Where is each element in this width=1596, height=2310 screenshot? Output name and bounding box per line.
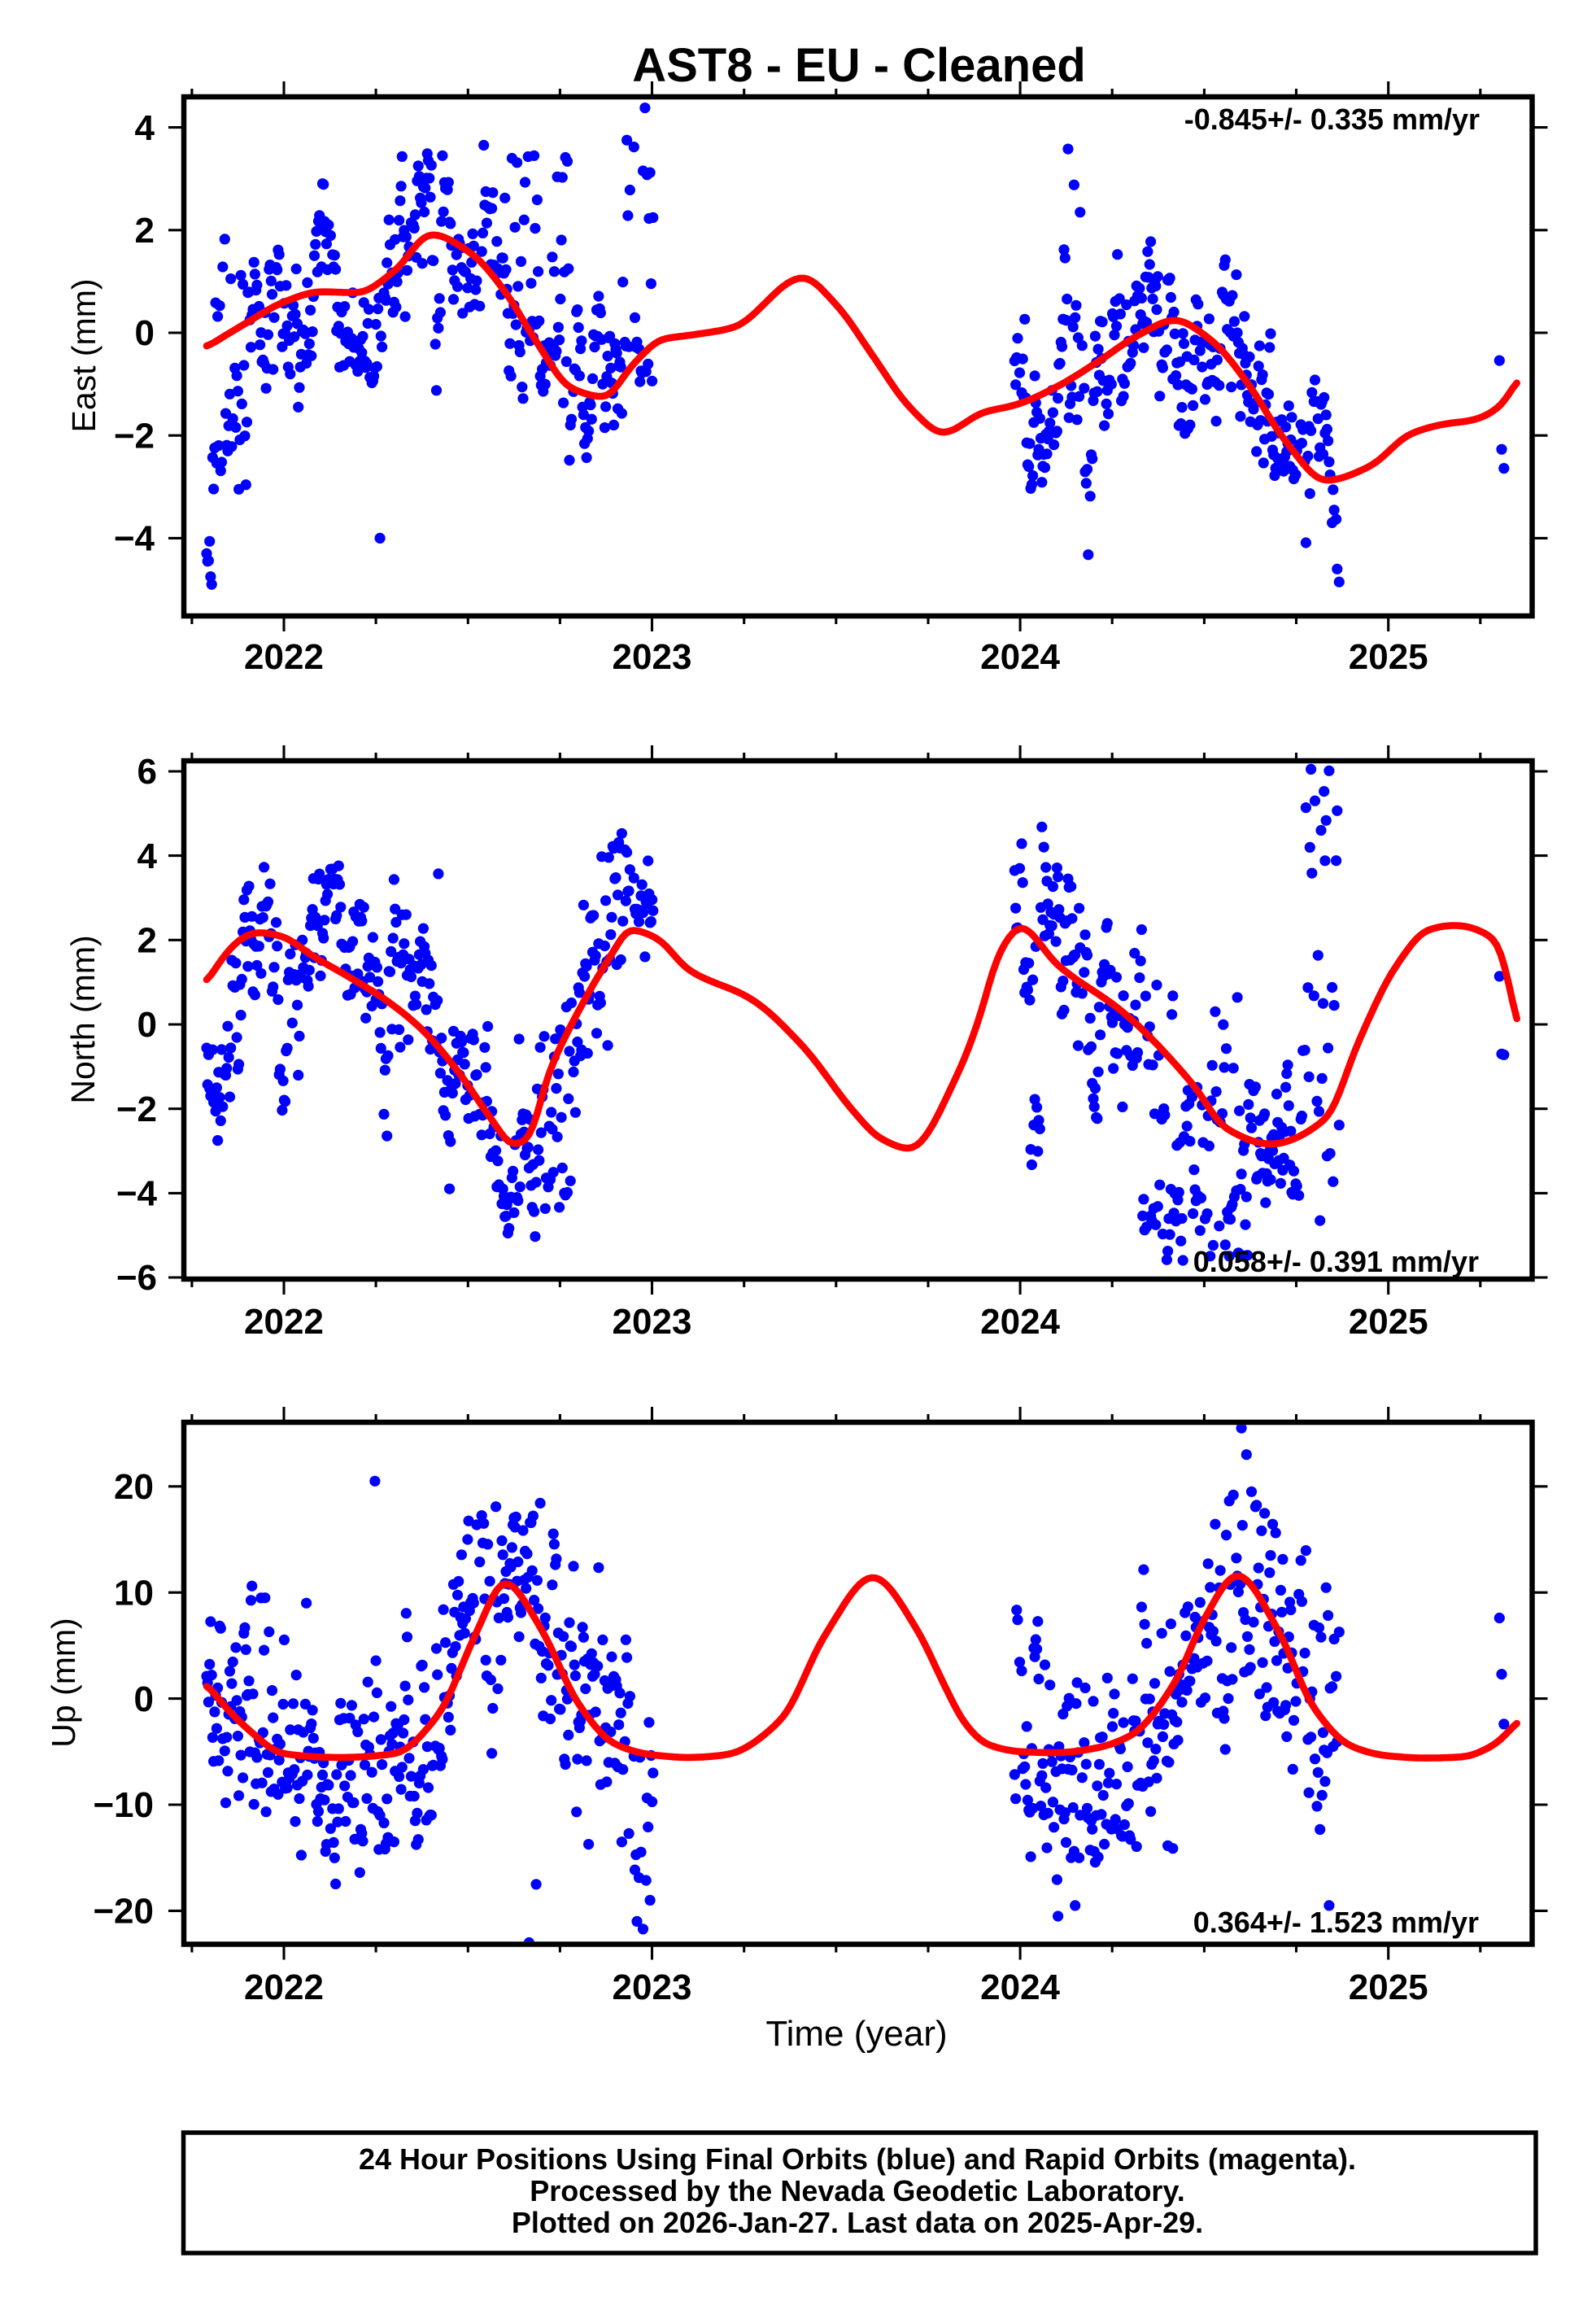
svg-text:North (mm): North (mm) [64, 935, 102, 1103]
svg-text:−20: −20 [93, 1892, 154, 1932]
svg-text:2022: 2022 [244, 1967, 324, 2007]
svg-text:AST8 - EU - Cleaned: AST8 - EU - Cleaned [632, 39, 1086, 92]
svg-text:6: 6 [137, 752, 157, 792]
svg-text:2025: 2025 [1349, 637, 1428, 677]
svg-text:0.364+/- 1.523 mm/yr: 0.364+/- 1.523 mm/yr [1193, 1906, 1479, 1939]
svg-text:2: 2 [137, 921, 157, 961]
svg-text:2023: 2023 [613, 1967, 692, 2007]
svg-text:2022: 2022 [244, 637, 324, 677]
svg-text:0.058+/- 0.391 mm/yr: 0.058+/- 0.391 mm/yr [1193, 1245, 1479, 1278]
svg-text:-0.845+/- 0.335 mm/yr: -0.845+/- 0.335 mm/yr [1184, 103, 1480, 136]
svg-text:0: 0 [137, 1005, 157, 1045]
svg-text:−6: −6 [116, 1258, 157, 1298]
svg-text:24 Hour Positions Using Final: 24 Hour Positions Using Final Orbits (bl… [359, 2142, 1356, 2176]
svg-text:2024: 2024 [980, 1302, 1060, 1342]
svg-text:4: 4 [135, 108, 155, 148]
svg-text:Time (year): Time (year) [765, 2014, 947, 2054]
svg-text:2025: 2025 [1349, 1967, 1428, 2007]
svg-text:2023: 2023 [613, 1302, 692, 1342]
svg-text:Plotted on 2026-Jan-27. Last d: Plotted on 2026-Jan-27. Last data on 202… [512, 2206, 1203, 2239]
svg-text:−10: −10 [93, 1785, 154, 1825]
svg-text:20: 20 [114, 1467, 154, 1507]
svg-text:Up (mm): Up (mm) [45, 1618, 82, 1747]
svg-text:10: 10 [114, 1573, 154, 1613]
svg-text:2022: 2022 [244, 1302, 324, 1342]
svg-text:−2: −2 [116, 1089, 157, 1129]
svg-text:4: 4 [137, 836, 158, 876]
svg-text:0: 0 [135, 313, 155, 353]
svg-text:East (mm): East (mm) [65, 278, 102, 432]
svg-text:−4: −4 [114, 519, 155, 559]
svg-text:Processed by the Nevada Geodet: Processed by the Nevada Geodetic Laborat… [530, 2174, 1185, 2207]
svg-text:2023: 2023 [613, 637, 692, 677]
svg-text:−4: −4 [116, 1174, 158, 1214]
svg-text:0: 0 [134, 1679, 154, 1719]
svg-text:2024: 2024 [980, 637, 1060, 677]
svg-text:2: 2 [135, 211, 155, 251]
svg-text:−2: −2 [114, 416, 155, 456]
svg-text:2025: 2025 [1349, 1302, 1428, 1342]
svg-text:2024: 2024 [980, 1967, 1060, 2007]
